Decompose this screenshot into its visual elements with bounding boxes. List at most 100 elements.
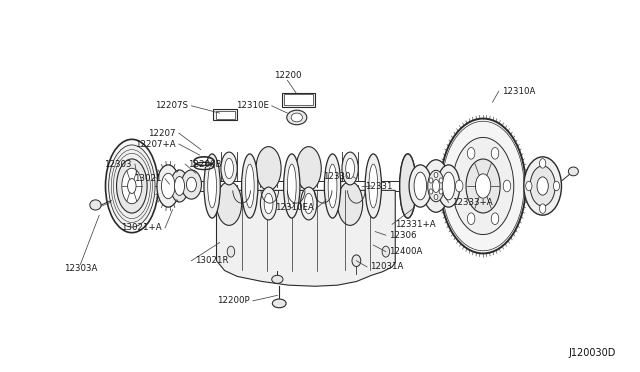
Text: 12331+A: 12331+A (396, 220, 436, 229)
Ellipse shape (301, 187, 317, 220)
Text: 12207S: 12207S (156, 101, 188, 110)
Ellipse shape (434, 173, 438, 177)
Ellipse shape (439, 189, 443, 194)
Ellipse shape (225, 158, 234, 179)
Ellipse shape (422, 160, 450, 212)
Ellipse shape (466, 159, 500, 213)
Text: 12333+A: 12333+A (452, 198, 492, 207)
Text: 12303A: 12303A (64, 264, 97, 273)
Ellipse shape (442, 121, 524, 251)
Text: 12331: 12331 (365, 182, 393, 191)
Ellipse shape (287, 164, 296, 208)
Ellipse shape (242, 154, 258, 218)
Ellipse shape (442, 172, 455, 200)
Ellipse shape (291, 113, 303, 122)
Text: 12330: 12330 (323, 172, 350, 182)
Ellipse shape (467, 147, 475, 159)
Ellipse shape (568, 167, 579, 176)
Ellipse shape (337, 182, 363, 225)
Ellipse shape (245, 164, 254, 208)
Ellipse shape (399, 154, 416, 218)
Ellipse shape (342, 152, 358, 185)
Ellipse shape (324, 154, 340, 218)
Ellipse shape (186, 177, 196, 192)
Ellipse shape (440, 119, 525, 253)
Ellipse shape (127, 179, 136, 193)
Ellipse shape (492, 147, 499, 159)
Text: 12306: 12306 (389, 231, 417, 240)
Ellipse shape (409, 165, 431, 207)
Ellipse shape (116, 159, 147, 213)
Text: 12200P: 12200P (217, 296, 250, 305)
Ellipse shape (437, 165, 460, 207)
Ellipse shape (525, 181, 532, 191)
Ellipse shape (369, 164, 378, 208)
Ellipse shape (456, 180, 463, 192)
Ellipse shape (433, 179, 440, 193)
Ellipse shape (109, 145, 155, 227)
Ellipse shape (272, 275, 283, 283)
Ellipse shape (227, 246, 235, 257)
Ellipse shape (204, 154, 220, 218)
Ellipse shape (428, 170, 444, 202)
Ellipse shape (434, 195, 438, 199)
Ellipse shape (414, 172, 427, 200)
Ellipse shape (452, 137, 514, 235)
Ellipse shape (328, 164, 337, 208)
Ellipse shape (161, 173, 175, 199)
Bar (213, 109, 237, 121)
Text: 12310E: 12310E (236, 101, 269, 110)
Ellipse shape (106, 140, 158, 232)
Text: 12200: 12200 (274, 71, 301, 80)
Ellipse shape (181, 170, 202, 199)
Ellipse shape (216, 182, 242, 225)
Ellipse shape (264, 193, 273, 214)
Ellipse shape (429, 189, 433, 194)
Text: 12207: 12207 (148, 129, 176, 138)
Ellipse shape (221, 152, 237, 185)
Text: 12310EA: 12310EA (275, 203, 314, 212)
Ellipse shape (352, 255, 361, 267)
Text: 12207+A: 12207+A (135, 140, 176, 148)
Ellipse shape (260, 187, 276, 220)
PathPatch shape (216, 190, 396, 286)
Ellipse shape (492, 213, 499, 225)
Ellipse shape (467, 213, 475, 225)
Ellipse shape (540, 204, 546, 214)
Bar (216, 110, 235, 119)
Bar (282, 93, 315, 106)
Ellipse shape (429, 178, 433, 183)
Ellipse shape (439, 178, 443, 183)
Text: 13021: 13021 (134, 174, 162, 183)
Ellipse shape (540, 158, 546, 168)
Ellipse shape (382, 246, 390, 257)
Ellipse shape (305, 193, 313, 214)
Ellipse shape (273, 299, 286, 308)
Ellipse shape (537, 177, 548, 195)
Text: 12310A: 12310A (502, 87, 535, 96)
Ellipse shape (171, 170, 188, 202)
Ellipse shape (365, 154, 381, 218)
Ellipse shape (175, 177, 184, 195)
Ellipse shape (554, 181, 559, 191)
Ellipse shape (287, 110, 307, 125)
Ellipse shape (122, 168, 142, 204)
Text: 12200B: 12200B (188, 160, 222, 169)
Ellipse shape (256, 147, 281, 190)
Ellipse shape (346, 158, 355, 179)
Ellipse shape (524, 157, 561, 215)
Ellipse shape (157, 165, 179, 207)
Ellipse shape (208, 164, 216, 208)
Bar (284, 94, 313, 105)
Text: 13021+A: 13021+A (122, 224, 162, 232)
Ellipse shape (403, 164, 412, 208)
Ellipse shape (284, 154, 300, 218)
Text: 12031A: 12031A (370, 262, 404, 272)
Ellipse shape (476, 174, 491, 198)
Ellipse shape (503, 180, 511, 192)
Ellipse shape (90, 200, 101, 210)
Text: J120030D: J120030D (569, 348, 616, 358)
Ellipse shape (530, 166, 555, 206)
Text: 13021R: 13021R (195, 256, 228, 265)
Ellipse shape (399, 154, 416, 218)
